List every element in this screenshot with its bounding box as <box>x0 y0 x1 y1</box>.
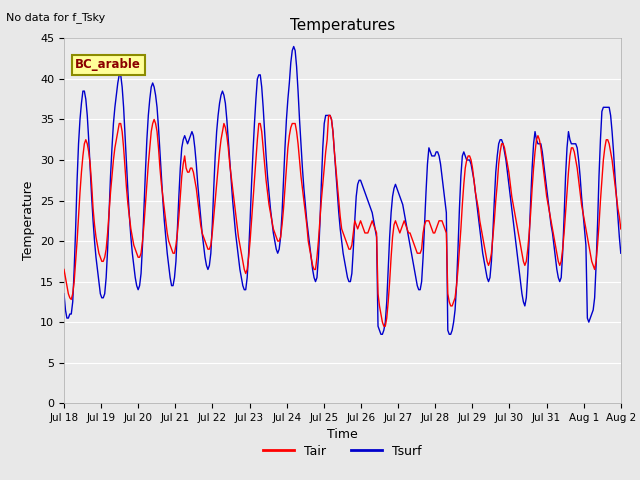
Title: Temperatures: Temperatures <box>290 18 395 33</box>
Legend: Tair, Tsurf: Tair, Tsurf <box>258 440 427 463</box>
Text: No data for f_Tsky: No data for f_Tsky <box>6 12 106 23</box>
Text: BC_arable: BC_arable <box>75 59 141 72</box>
X-axis label: Time: Time <box>327 429 358 442</box>
Y-axis label: Temperature: Temperature <box>22 181 35 261</box>
